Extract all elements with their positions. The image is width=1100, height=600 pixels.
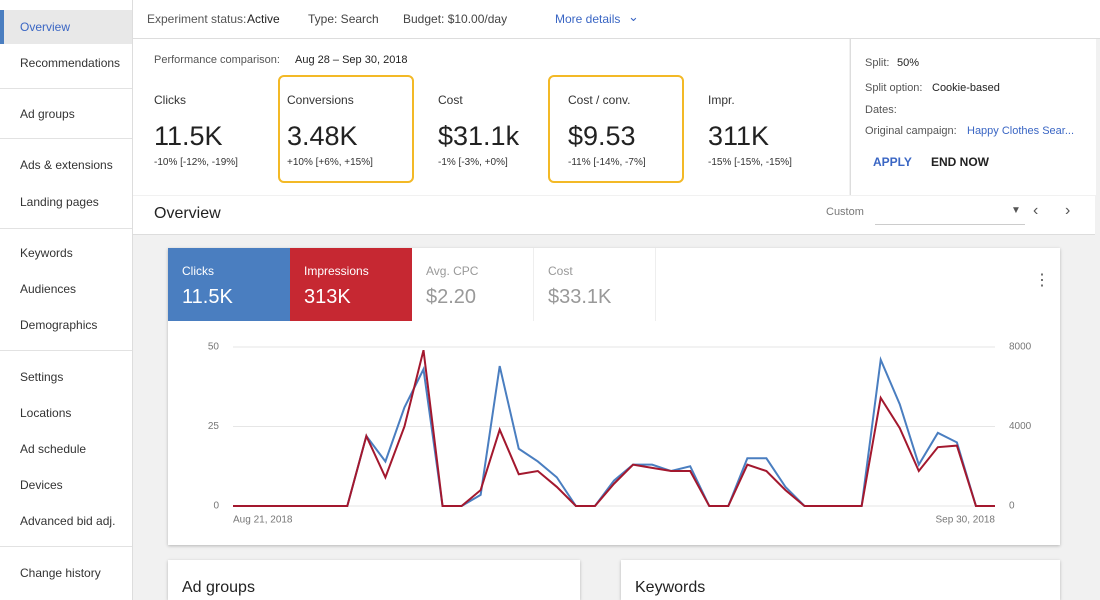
nav-item[interactable]: Devices bbox=[20, 478, 63, 492]
series-line bbox=[233, 349, 995, 507]
y2-tick-label: 8000 bbox=[1009, 342, 1032, 353]
metric-tab[interactable]: Clicks 11.5K bbox=[168, 248, 290, 321]
metric-name[interactable]: Cost / conv. bbox=[568, 93, 631, 107]
x-tick-label: Aug 21, 2018 bbox=[233, 515, 293, 526]
range[interactable]: Custom bbox=[826, 206, 864, 218]
range-underline bbox=[875, 224, 1025, 225]
campaign[interactable]: Happy Clothes Sear... bbox=[967, 125, 1075, 137]
dates-label: Dates: bbox=[865, 104, 897, 116]
nav-item[interactable]: Ad groups bbox=[20, 107, 75, 121]
prev[interactable]: ‹ bbox=[1033, 202, 1039, 219]
overview-bar: Overview Custom ▼ ‹ › bbox=[133, 196, 1095, 235]
metric-name[interactable]: Cost bbox=[438, 93, 463, 107]
campaign-label: Original campaign: bbox=[865, 125, 957, 137]
tab-value: 11.5K bbox=[182, 286, 233, 308]
card-title: Keywords bbox=[635, 579, 706, 596]
metric-tab[interactable]: Avg. CPC $2.20 bbox=[412, 248, 534, 321]
card-ad-groups: Ad groups bbox=[168, 560, 580, 600]
split: 50% bbox=[897, 57, 920, 69]
nav-item[interactable]: Ad schedule bbox=[20, 442, 87, 456]
metric-change: -10% [-12%, -19%] bbox=[154, 157, 238, 168]
nav-item[interactable]: Settings bbox=[20, 370, 64, 384]
nav-item[interactable]: Landing pages bbox=[20, 195, 99, 209]
separator bbox=[0, 138, 132, 139]
nav-item[interactable]: Locations bbox=[20, 406, 72, 420]
highlight bbox=[278, 75, 414, 183]
tab-name: Cost bbox=[548, 264, 573, 278]
sidebar: Overview Recommendations Ad groups Ads & ex… bbox=[0, 0, 133, 600]
metric-tab[interactable]: Impressions 313K bbox=[290, 248, 412, 321]
budget: Budget: $10.00/day bbox=[403, 12, 508, 26]
nav-item[interactable]: Audiences bbox=[20, 282, 77, 296]
separator bbox=[0, 350, 132, 351]
next[interactable]: › bbox=[1065, 202, 1071, 219]
top-bar: Experiment status: Active Type: Search B… bbox=[133, 0, 1100, 39]
status: Active bbox=[247, 12, 280, 26]
more-details[interactable]: More details bbox=[555, 12, 621, 26]
apply-button[interactable]: APPLY bbox=[873, 155, 912, 169]
metric-name[interactable]: Conversions bbox=[287, 93, 354, 107]
end-button[interactable]: END NOW bbox=[931, 155, 989, 169]
type: Type: Search bbox=[308, 12, 379, 26]
menu[interactable]: ⋮ bbox=[1034, 272, 1050, 289]
y2-tick-label: 4000 bbox=[1009, 421, 1032, 432]
y-tick-label: 0 bbox=[213, 501, 219, 512]
metric-value: $9.53 bbox=[568, 121, 636, 151]
separator bbox=[0, 228, 132, 229]
metric-value: 11.5K bbox=[154, 121, 223, 151]
performance-panel: Performance comparison: Aug 28 – Sep 30,… bbox=[133, 39, 849, 195]
metric-value: 3.48K bbox=[287, 121, 358, 151]
metric-change: -11% [-14%, -7%] bbox=[568, 157, 646, 168]
metric-value: 311K bbox=[708, 121, 770, 151]
nav-item[interactable]: Change history bbox=[20, 566, 101, 580]
chart-card: ⋮ Clicks 11.5K Impressions 313K Avg. CPC $2.2… bbox=[168, 248, 1060, 545]
perf-label: Performance comparison: bbox=[154, 54, 280, 66]
status-label: Experiment status: bbox=[147, 12, 247, 26]
metric-name[interactable]: Clicks bbox=[154, 93, 186, 107]
separator bbox=[0, 88, 132, 89]
split-label: Split: bbox=[865, 57, 890, 69]
metric-change: +10% [+6%, +15%] bbox=[287, 157, 373, 168]
nav-item[interactable]: Overview bbox=[20, 20, 71, 34]
nav-item[interactable]: Recommendations bbox=[20, 56, 121, 70]
metric-change: -15% [-15%, -15%] bbox=[708, 157, 792, 168]
tab-value: 313K bbox=[304, 286, 351, 308]
active-item-bg bbox=[0, 10, 132, 44]
option-label: Split option: bbox=[865, 82, 923, 94]
tab-value: $33.1K bbox=[548, 286, 612, 308]
tab-value: $2.20 bbox=[426, 286, 477, 308]
split-panel: Split: 50% Split option: Cookie-based Da… bbox=[850, 39, 1096, 195]
option: Cookie-based bbox=[932, 82, 1000, 94]
metric-tab[interactable]: Cost $33.1K bbox=[534, 248, 656, 321]
separator bbox=[0, 546, 132, 547]
tab-name: Avg. CPC bbox=[426, 264, 479, 278]
card-keywords: Keywords bbox=[621, 560, 1060, 600]
chart: 0 25 50 0 4000 8000 Aug 21, 2018 Sep 30, 2018 bbox=[208, 342, 1032, 526]
nav-item[interactable]: Advanced bid adj. bbox=[20, 514, 116, 528]
y-tick-label: 25 bbox=[208, 421, 220, 432]
tab-name: Clicks bbox=[182, 264, 214, 278]
y2-tick-label: 0 bbox=[1009, 501, 1015, 512]
nav-item[interactable]: Demographics bbox=[20, 318, 98, 332]
x-tick-label: Sep 30, 2018 bbox=[936, 515, 996, 526]
perf-date: Aug 28 – Sep 30, 2018 bbox=[295, 54, 408, 66]
metric-value: $31.1k bbox=[438, 121, 520, 151]
highlight bbox=[548, 75, 684, 183]
overview-title: Overview bbox=[154, 205, 221, 222]
metric-name[interactable]: Impr. bbox=[708, 93, 735, 107]
nav-item[interactable]: Ads & extensions bbox=[20, 158, 113, 172]
dropdown-arrow[interactable]: ▼ bbox=[1011, 205, 1021, 216]
card-title: Ad groups bbox=[182, 579, 255, 596]
chevron: ⌄ bbox=[628, 9, 639, 24]
tab-name: Impressions bbox=[304, 264, 369, 278]
metric-change: -1% [-3%, +0%] bbox=[438, 157, 508, 168]
nav-item[interactable]: Keywords bbox=[20, 246, 73, 260]
y-tick-label: 50 bbox=[208, 342, 220, 353]
